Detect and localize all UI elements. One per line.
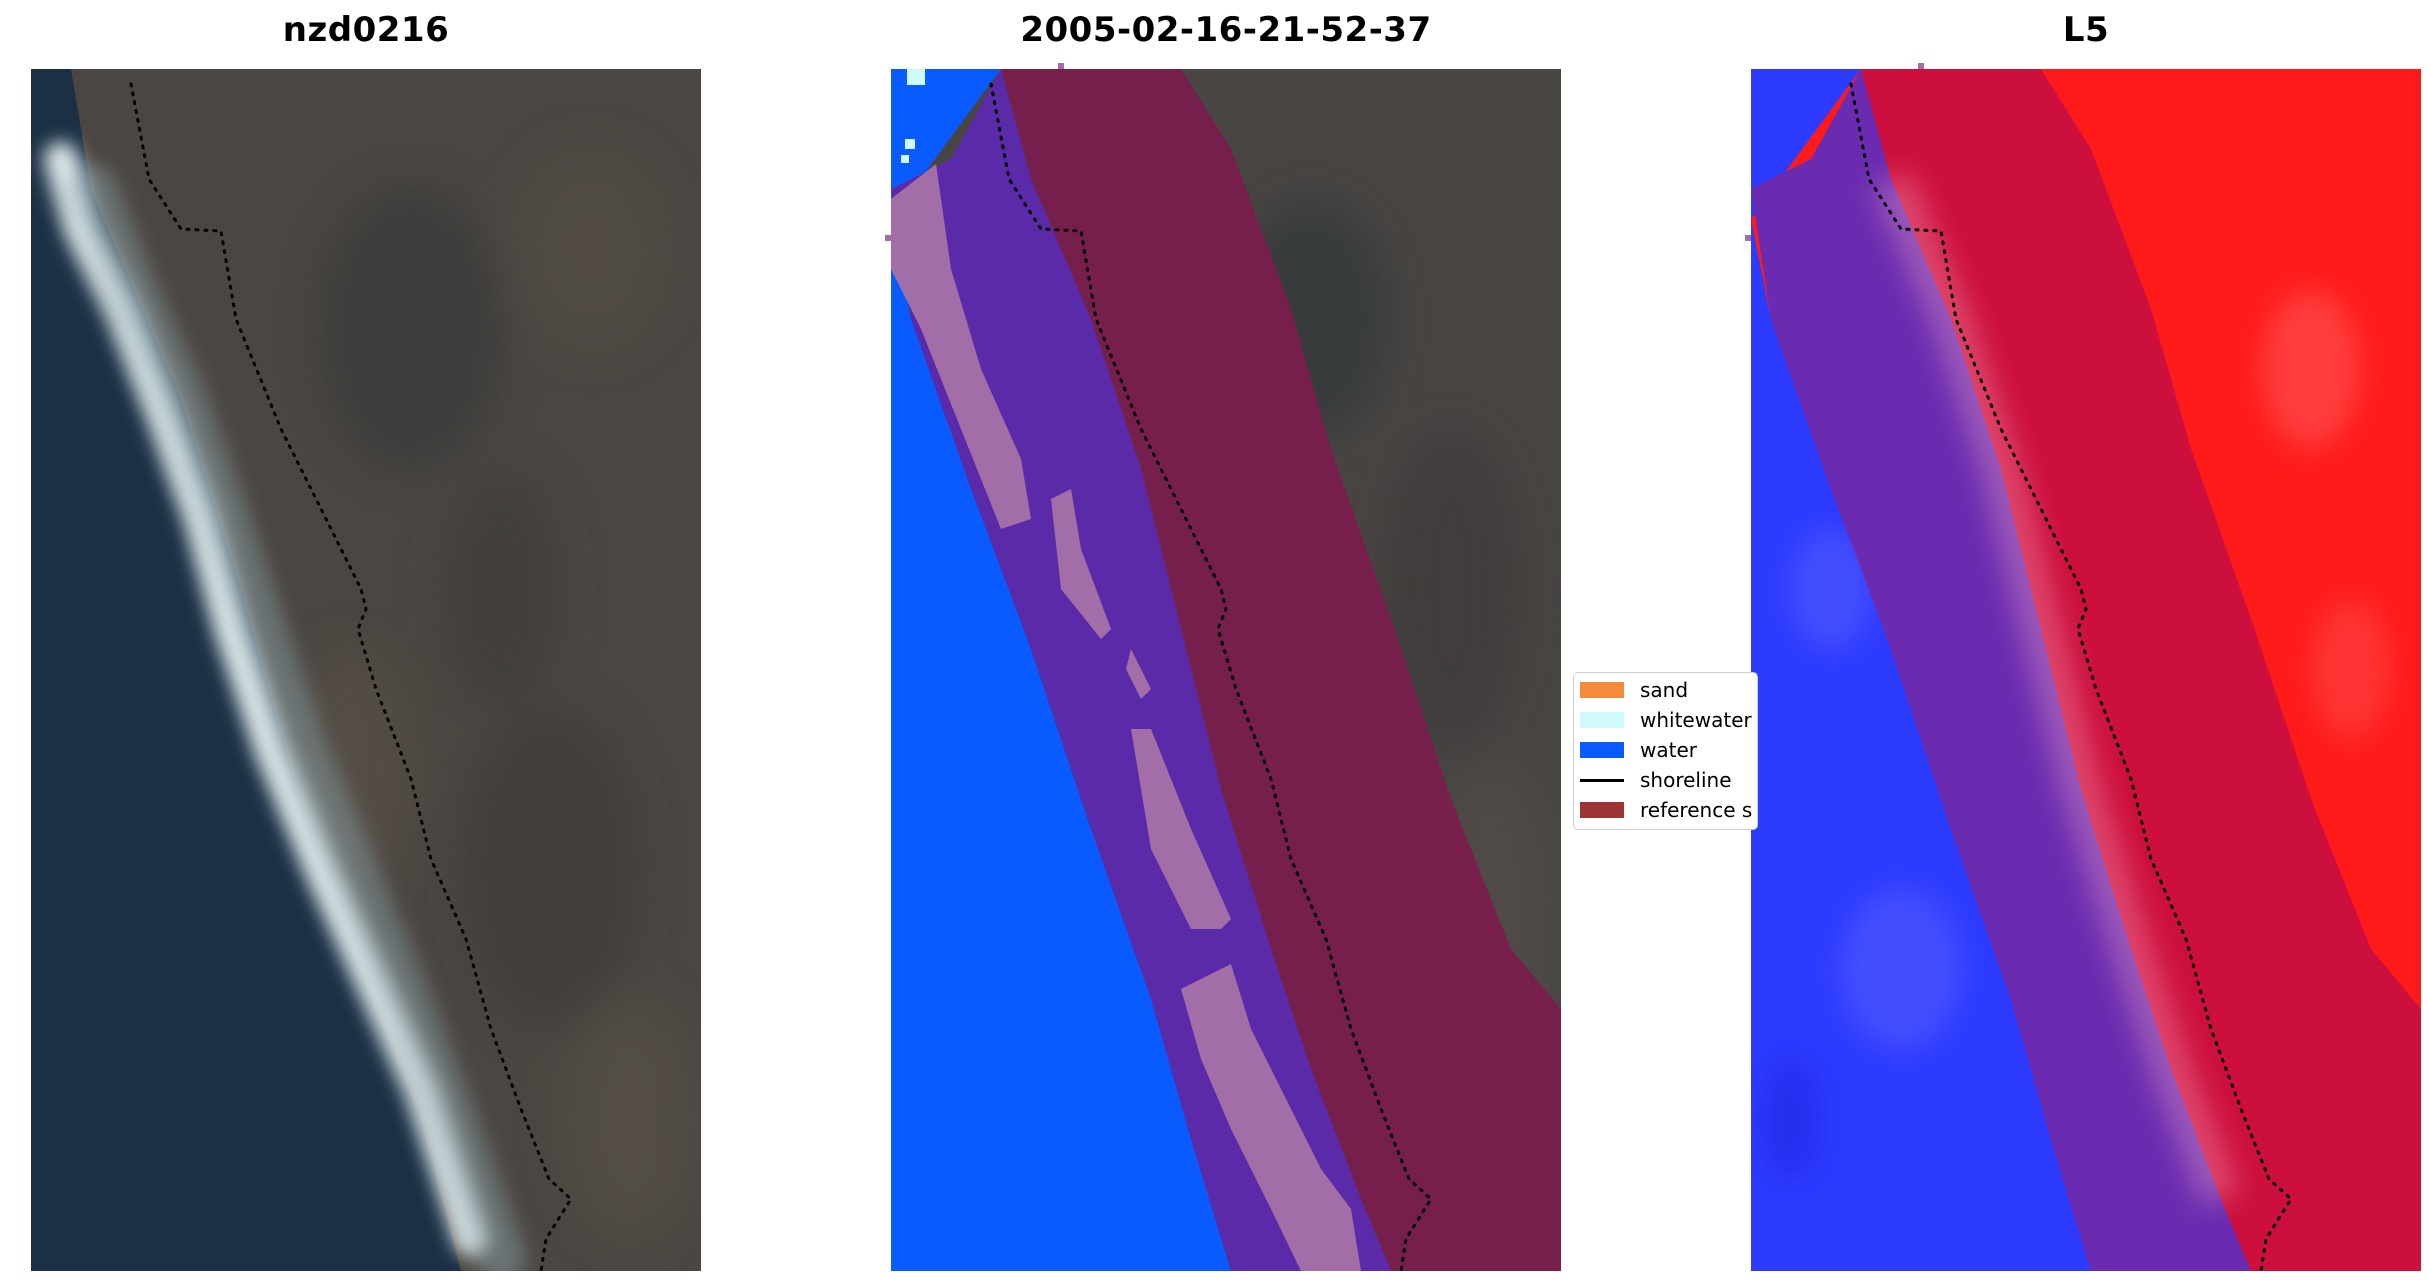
index-buffer-red [1861, 69, 2421, 1271]
legend-label-whitewater: whitewater [1640, 708, 1752, 732]
panel-title-classification: 2005-02-16-21-52-37 [1020, 10, 1432, 50]
class-whitewater-3 [901, 155, 909, 163]
legend-label-water: water [1640, 738, 1697, 762]
index-panel [1751, 69, 2421, 1271]
class-pink-2 [1051, 489, 1111, 639]
shoreline-dotted [989, 82, 1433, 1271]
class-pink-5 [1181, 964, 1361, 1271]
classification-image [891, 69, 1561, 1271]
legend-item-shoreline: shoreline [1580, 767, 1732, 793]
shoreline-dotted [129, 82, 573, 1271]
rgb-image [31, 69, 701, 1271]
class-pink-3 [1126, 649, 1151, 699]
legend-label-reference: reference s [1640, 798, 1753, 822]
legend-swatch-reference [1580, 802, 1624, 818]
legend-item-reference: reference s [1580, 797, 1752, 823]
class-pink-4 [1131, 729, 1231, 929]
reference-buffer [1001, 69, 1561, 1271]
legend: sand whitewater water shoreline referenc… [1573, 672, 1758, 830]
shoreline-dotted [1849, 82, 2293, 1271]
legend-item-whitewater: whitewater [1580, 707, 1752, 733]
rgb-image-panel [31, 69, 701, 1271]
legend-swatch-shoreline [1580, 778, 1624, 782]
tick-mark [1918, 63, 1924, 69]
class-pink-1 [891, 164, 1031, 529]
tick-mark [1745, 235, 1751, 241]
legend-swatch-whitewater [1580, 712, 1624, 728]
panel-title-index: L5 [2062, 10, 2110, 50]
surf-zone [44, 142, 526, 1271]
index-image [1751, 69, 2421, 1271]
tick-mark [1058, 63, 1064, 69]
legend-swatch-water [1580, 742, 1624, 758]
legend-item-sand: sand [1580, 677, 1688, 703]
legend-swatch-sand [1580, 682, 1624, 698]
classification-panel [891, 69, 1561, 1271]
class-whitewater-1 [907, 69, 925, 85]
legend-label-sand: sand [1640, 678, 1689, 702]
class-whitewater-2 [905, 139, 915, 149]
legend-label-shoreline: shoreline [1640, 768, 1732, 792]
class-water [891, 69, 1231, 1271]
tick-mark [885, 235, 891, 241]
legend-item-water: water [1580, 737, 1697, 763]
panel-title-rgb: nzd0216 [282, 10, 450, 50]
index-water [1751, 69, 2091, 1271]
